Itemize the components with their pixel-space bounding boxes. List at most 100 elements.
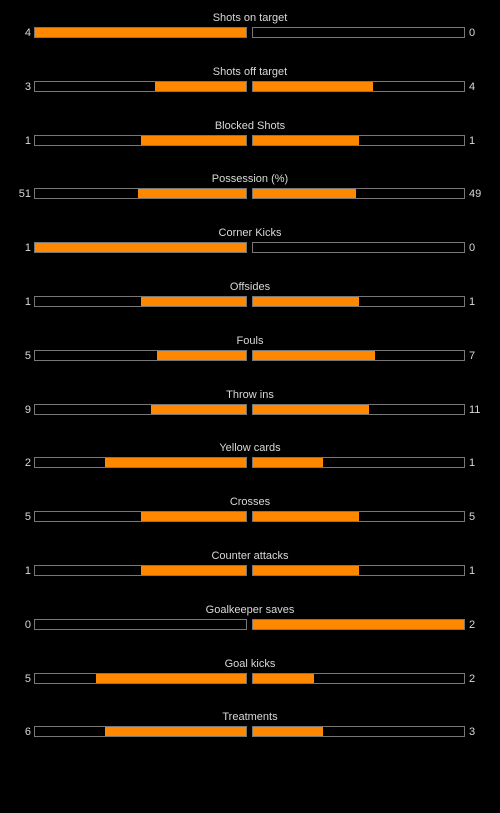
away-value: 2 — [469, 672, 476, 685]
home-bar — [34, 134, 247, 146]
away-value: 0 — [469, 27, 476, 39]
home-value: 1 — [24, 564, 31, 577]
home-bar-fill — [35, 243, 246, 253]
home-bar — [34, 457, 247, 469]
stat-label: Fouls — [236, 334, 264, 347]
stat-row-crosses: Crosses 5 5 — [0, 492, 500, 546]
stat-row-counter-attacks: Counter attacks 1 1 — [0, 546, 500, 600]
stat-row-goalkeeper-saves: Goalkeeper saves 0 2 — [0, 600, 500, 654]
stat-row-possession: Possession (%) 51 49 — [0, 169, 500, 223]
away-bar-fill — [253, 296, 359, 306]
away-bar-fill — [253, 135, 359, 145]
home-value: 0 — [24, 618, 31, 631]
away-bar — [252, 27, 465, 38]
stat-row-goal-kicks: Goal kicks 5 2 — [0, 654, 500, 708]
home-value: 1 — [24, 295, 31, 308]
stat-row-blocked-shots: Blocked Shots 1 1 — [0, 116, 500, 170]
home-value: 2 — [24, 457, 31, 470]
home-bar — [34, 672, 247, 684]
home-bar-fill — [155, 81, 246, 91]
stat-label: Goal kicks — [224, 657, 276, 670]
home-bar-fill — [140, 565, 246, 575]
home-bar-fill — [104, 458, 246, 468]
away-bar — [252, 242, 465, 254]
home-value: 51 — [18, 188, 31, 201]
home-value: 6 — [24, 726, 31, 739]
home-value: 9 — [24, 403, 31, 416]
away-value: 2 — [469, 618, 476, 631]
home-bar-fill — [140, 512, 246, 522]
home-value: 5 — [24, 511, 31, 524]
away-bar — [252, 511, 465, 523]
stat-label: Offsides — [229, 280, 271, 293]
stat-row-treatments: Treatments 6 3 — [0, 707, 500, 761]
home-bar — [34, 188, 247, 200]
home-value: 5 — [24, 349, 31, 362]
stat-label: Blocked Shots — [214, 119, 286, 132]
away-bar — [252, 618, 465, 630]
home-bar — [34, 511, 247, 523]
away-value: 4 — [469, 80, 476, 93]
home-bar — [34, 564, 247, 576]
away-bar — [252, 295, 465, 307]
away-bar — [252, 349, 465, 361]
stat-label: Crosses — [229, 496, 271, 509]
stat-label: Possession (%) — [211, 173, 289, 186]
stat-row-yellow-cards: Yellow cards 2 1 — [0, 438, 500, 492]
home-bar — [34, 403, 247, 415]
stat-row-offsides: Offsides 1 1 — [0, 277, 500, 331]
away-value: 7 — [469, 349, 476, 362]
away-bar-fill — [253, 404, 370, 414]
home-bar — [34, 726, 247, 738]
away-bar-fill — [253, 565, 359, 575]
stat-row-shots-on-target: Shots on target 4 0 — [0, 8, 500, 62]
away-bar — [252, 134, 465, 146]
home-bar-fill — [140, 296, 246, 306]
stat-row-throw-ins: Throw ins 9 11 — [0, 385, 500, 439]
stat-label: Throw ins — [226, 388, 274, 401]
stat-row-fouls: Fouls 5 7 — [0, 331, 500, 385]
match-stats-list: Shots on target 4 0 Shots off target 3 4… — [0, 8, 500, 761]
home-value: 5 — [24, 672, 31, 685]
home-value: 4 — [24, 27, 31, 39]
home-bar — [34, 618, 247, 630]
stat-row-corner-kicks: Corner Kicks 1 0 — [0, 223, 500, 277]
away-bar — [252, 403, 465, 415]
home-bar-fill — [96, 673, 246, 683]
away-value: 49 — [469, 188, 482, 201]
away-value: 1 — [469, 134, 476, 147]
home-bar-fill — [151, 404, 246, 414]
away-bar — [252, 80, 465, 92]
home-bar-fill — [140, 135, 246, 145]
away-bar-fill — [253, 673, 315, 683]
stat-label: Treatments — [222, 711, 278, 724]
stat-label: Counter attacks — [211, 549, 289, 562]
home-bar — [34, 295, 247, 307]
home-bar-fill — [138, 189, 246, 199]
home-bar-fill — [104, 727, 246, 737]
away-bar — [252, 457, 465, 469]
away-bar-fill — [253, 619, 464, 629]
home-value: 1 — [24, 242, 31, 255]
stat-label: Shots on target — [212, 12, 288, 24]
away-value: 1 — [469, 295, 476, 308]
away-value: 3 — [469, 726, 476, 739]
stat-row-shots-off-target: Shots off target 3 4 — [0, 62, 500, 116]
home-bar — [34, 349, 247, 361]
home-bar — [34, 80, 247, 92]
stat-label: Yellow cards — [219, 442, 281, 455]
away-bar — [252, 672, 465, 684]
away-bar-fill — [253, 727, 323, 737]
away-bar-fill — [253, 81, 374, 91]
home-bar — [34, 242, 247, 254]
home-bar — [34, 27, 247, 38]
away-bar-fill — [253, 512, 359, 522]
away-value: 11 — [469, 403, 481, 416]
away-bar — [252, 726, 465, 738]
away-value: 1 — [469, 564, 476, 577]
away-value: 5 — [469, 511, 476, 524]
away-bar-fill — [253, 189, 357, 199]
away-bar-fill — [253, 458, 323, 468]
stat-label: Shots off target — [212, 65, 288, 78]
away-bar — [252, 564, 465, 576]
